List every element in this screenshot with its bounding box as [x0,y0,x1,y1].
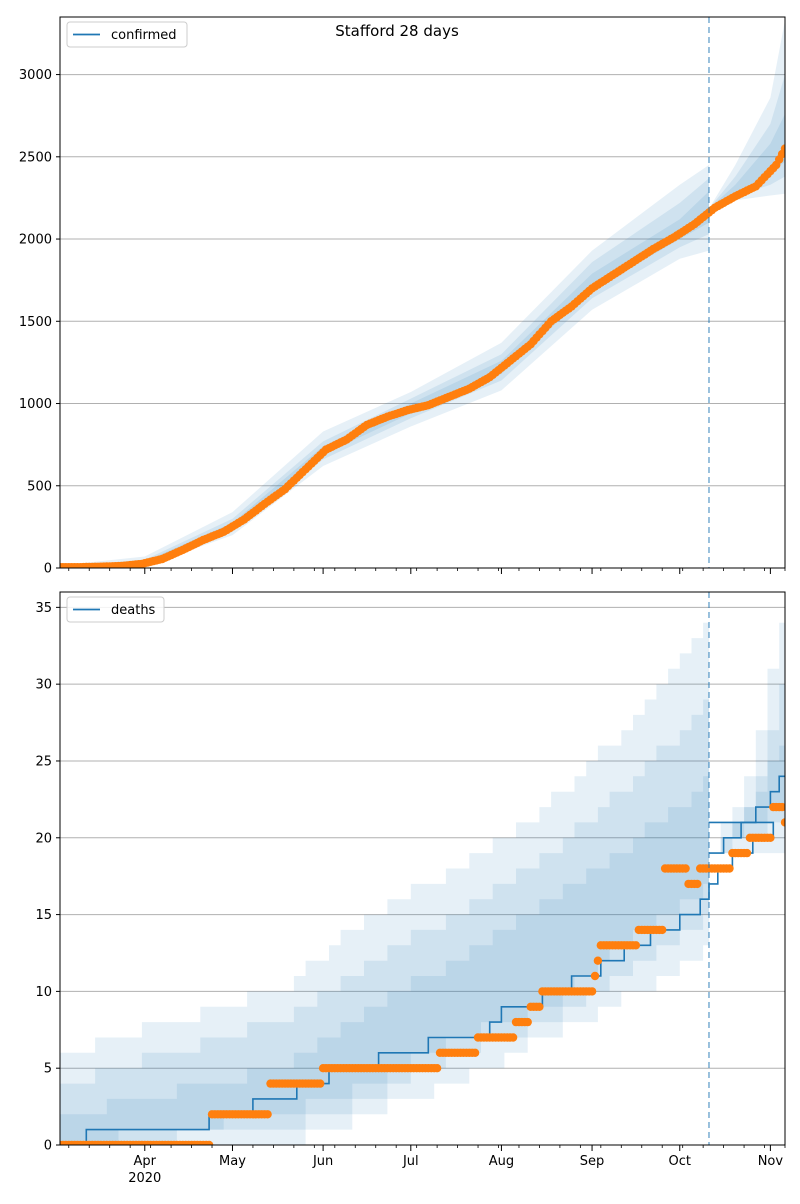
legend-box [66,21,188,48]
y-tick-label: 0 [44,562,52,577]
x-tick-label: Aug [489,1154,514,1169]
deaths-forecast-step-line [709,775,785,854]
observed-point [693,879,702,889]
observed-point [742,848,752,858]
uncertainty-band [709,20,785,209]
observed-point [432,1064,442,1073]
uncertainty-band [60,622,709,1145]
legend: deaths [66,596,165,623]
x-year-label: 2020 [128,1171,161,1186]
uncertainty-band [709,684,785,854]
legend: confirmed [66,21,188,48]
uncertainty-band [709,114,785,209]
y-tick-label: 25 [35,754,52,769]
legend-label: confirmed [111,28,177,43]
observed-point [766,833,775,842]
x-tick-label: Jul [402,1154,419,1169]
observed-point [658,925,667,935]
observed-point [780,818,785,827]
x-tick-label: Jun [312,1154,333,1169]
observed-point [780,144,785,153]
axes-frame [59,591,786,1146]
y-tick-label: 2000 [19,233,52,248]
plot-area [60,20,785,568]
observed-point [508,1033,518,1042]
chart-title: Stafford 28 days [335,22,459,40]
x-tick-label: Nov [758,1154,784,1169]
y-tick-label: 15 [35,908,52,923]
y-tick-label: 0 [44,1139,52,1154]
observed-point [631,941,641,950]
observed-point [470,1048,480,1058]
x-tick-label: Apr [134,1154,157,1169]
observed-point [204,1140,214,1145]
x-tick-label: May [219,1154,246,1169]
legend-label: deaths [111,603,156,618]
y-tick-label: 3000 [19,68,52,83]
observed-point [593,956,603,965]
observed-point [587,987,597,996]
axes-frame [59,16,786,569]
observed-point [725,864,734,873]
plot-area [60,606,785,1145]
y-tick-label: 35 [35,601,52,616]
observed-point [681,864,690,873]
y-tick-label: 500 [27,479,52,494]
observed-point [535,1002,544,1011]
y-tick-label: 2500 [19,150,52,165]
deaths-panel: 0 5 10 15 20 25 30 35 Apr May Jun Jul Aug Sep Oct Nov 20… [35,591,786,1186]
uncertainty-band [709,622,785,854]
y-tick-label: 20 [35,831,52,846]
observed-point [263,1110,272,1119]
y-tick-label: 30 [35,678,52,693]
observed-point [523,1017,532,1027]
y-tick-label: 5 [44,1062,52,1077]
legend-box [66,596,165,623]
uncertainty-band [60,699,709,1145]
y-tick-label: 10 [35,985,52,1000]
observed-point [316,1079,325,1088]
x-tick-label: Sep [580,1154,605,1169]
observed-point [777,802,785,812]
y-tick-label: 1500 [19,315,52,330]
observed-point [590,971,600,981]
confirmed-panel: 0 500 1000 1500 2000 2500 3000 confirmed [19,16,786,577]
x-tick-label: Oct [669,1154,691,1169]
y-tick-label: 1000 [19,397,52,412]
